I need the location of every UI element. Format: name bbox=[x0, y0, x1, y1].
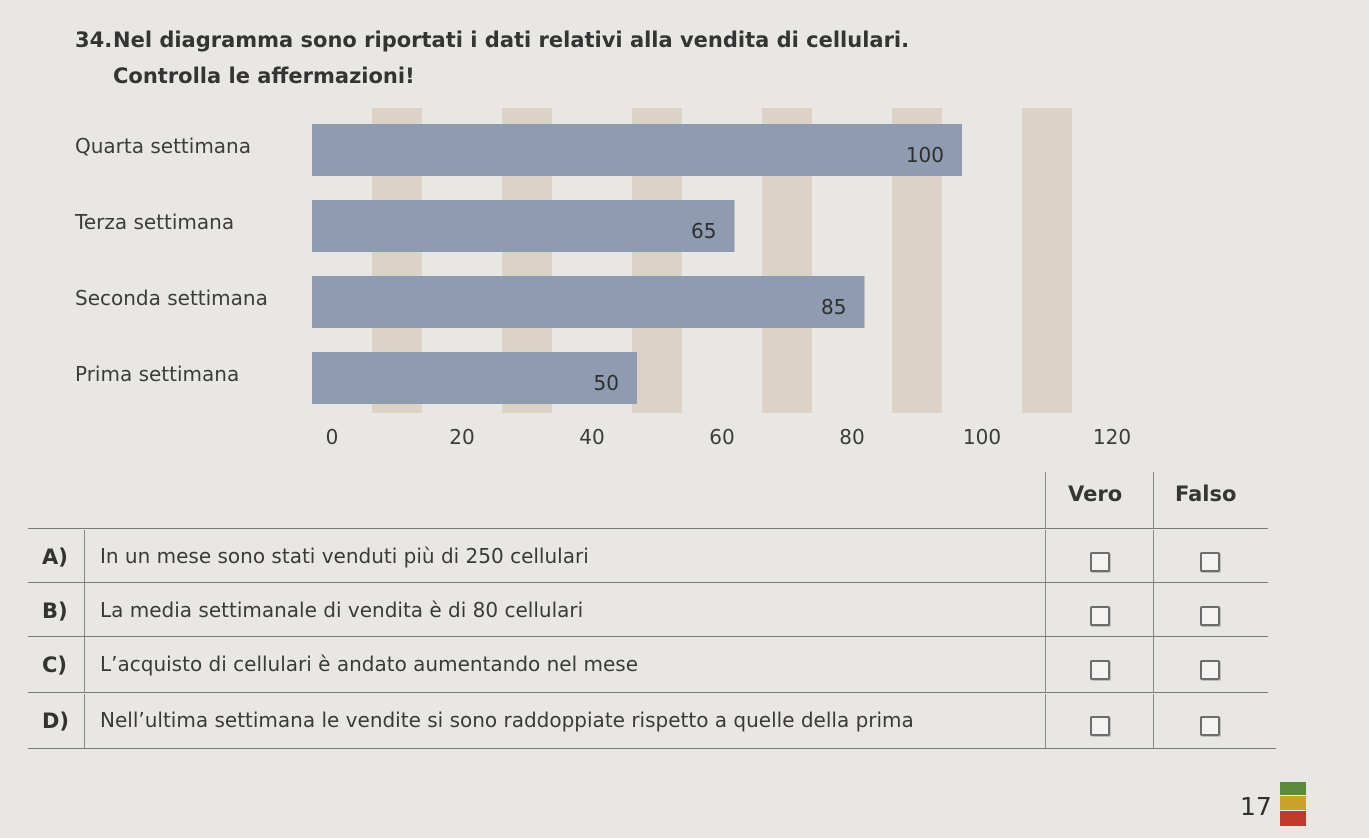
column-header-falso: Falso bbox=[1175, 482, 1237, 506]
column-divider bbox=[1045, 638, 1046, 692]
statement-text: L’acquisto di cellulari è andato aumenta… bbox=[100, 652, 639, 676]
category-label: Seconda settimana bbox=[75, 286, 268, 310]
falso-checkbox[interactable] bbox=[1200, 606, 1220, 626]
row-divider bbox=[28, 692, 1268, 693]
vero-checkbox[interactable] bbox=[1090, 552, 1110, 572]
exercise-line1: Nel diagramma sono riportati i dati rela… bbox=[113, 28, 910, 52]
category-label: Prima settimana bbox=[75, 362, 239, 386]
statement-text: Nell’ultima settimana le vendite si sono… bbox=[100, 708, 914, 732]
column-divider bbox=[1153, 584, 1154, 638]
statement-letter: B) bbox=[42, 599, 68, 623]
column-divider bbox=[1045, 472, 1046, 528]
exercise-line2: Controlla le affermazioni! bbox=[113, 64, 415, 88]
vero-checkbox[interactable] bbox=[1090, 660, 1110, 680]
data-label: 85 bbox=[821, 295, 846, 319]
falso-checkbox[interactable] bbox=[1200, 716, 1220, 736]
row-divider bbox=[28, 528, 1268, 529]
column-divider bbox=[1045, 584, 1046, 638]
falso-checkbox[interactable] bbox=[1200, 552, 1220, 572]
table-row: D) Nell’ultima settimana le vendite si so… bbox=[28, 692, 1276, 748]
bar-1 bbox=[312, 124, 962, 176]
column-divider bbox=[1045, 530, 1046, 584]
column-divider bbox=[1153, 530, 1154, 584]
row-divider bbox=[28, 748, 1276, 749]
letter-divider bbox=[84, 638, 85, 692]
data-label: 50 bbox=[594, 371, 619, 395]
data-label: 65 bbox=[691, 219, 716, 243]
row-divider bbox=[28, 636, 1268, 637]
statement-letter: A) bbox=[42, 545, 68, 569]
bar-3 bbox=[312, 276, 865, 328]
x-tick-label: 80 bbox=[839, 425, 864, 449]
bar-2 bbox=[312, 200, 735, 252]
level-badge-icon bbox=[1280, 782, 1306, 826]
statement-text: La media settimanale di vendita è di 80 … bbox=[100, 598, 584, 622]
category-label: Quarta settimana bbox=[75, 134, 251, 158]
statement-letter: C) bbox=[42, 653, 68, 677]
data-label: 100 bbox=[906, 143, 944, 167]
x-tick-label: 60 bbox=[709, 425, 734, 449]
exercise-heading: 34.Nel diagramma sono riportati i dati r… bbox=[75, 22, 909, 94]
badge-band-bottom bbox=[1280, 811, 1306, 826]
x-tick-label: 120 bbox=[1093, 425, 1131, 449]
statement-text: In un mese sono stati venduti più di 250… bbox=[100, 544, 589, 568]
vero-checkbox[interactable] bbox=[1090, 606, 1110, 626]
x-tick-label: 100 bbox=[963, 425, 1001, 449]
vero-checkbox[interactable] bbox=[1090, 716, 1110, 736]
bar-chart: Quarta settimana 100 Terza settimana 65 Seco… bbox=[74, 108, 1131, 449]
letter-divider bbox=[84, 584, 85, 638]
exercise-number: 34. bbox=[75, 28, 113, 52]
column-divider bbox=[1153, 472, 1154, 528]
category-label: Terza settimana bbox=[74, 210, 234, 234]
badge-band-middle bbox=[1280, 796, 1306, 810]
table-row: C) L’acquisto di cellulari è andato aumen… bbox=[28, 636, 1276, 692]
badge-band-top bbox=[1280, 782, 1306, 795]
column-divider bbox=[1045, 694, 1046, 748]
letter-divider bbox=[84, 694, 85, 748]
row-divider bbox=[28, 582, 1268, 583]
column-divider bbox=[1153, 638, 1154, 692]
x-tick-label: 0 bbox=[326, 425, 339, 449]
x-tick-label: 40 bbox=[579, 425, 604, 449]
x-tick-label: 20 bbox=[449, 425, 474, 449]
statement-letter: D) bbox=[42, 709, 70, 733]
grid-stripe bbox=[1022, 108, 1072, 413]
column-divider bbox=[1153, 694, 1154, 748]
bar-4 bbox=[312, 352, 637, 404]
falso-checkbox[interactable] bbox=[1200, 660, 1220, 680]
letter-divider bbox=[84, 530, 85, 584]
table-row: A) In un mese sono stati venduti più di 2… bbox=[28, 528, 1276, 584]
column-header-vero: Vero bbox=[1068, 482, 1123, 506]
table-row: B) La media settimanale di vendita è di 8… bbox=[28, 582, 1276, 638]
page-number: 17 bbox=[1240, 792, 1272, 821]
